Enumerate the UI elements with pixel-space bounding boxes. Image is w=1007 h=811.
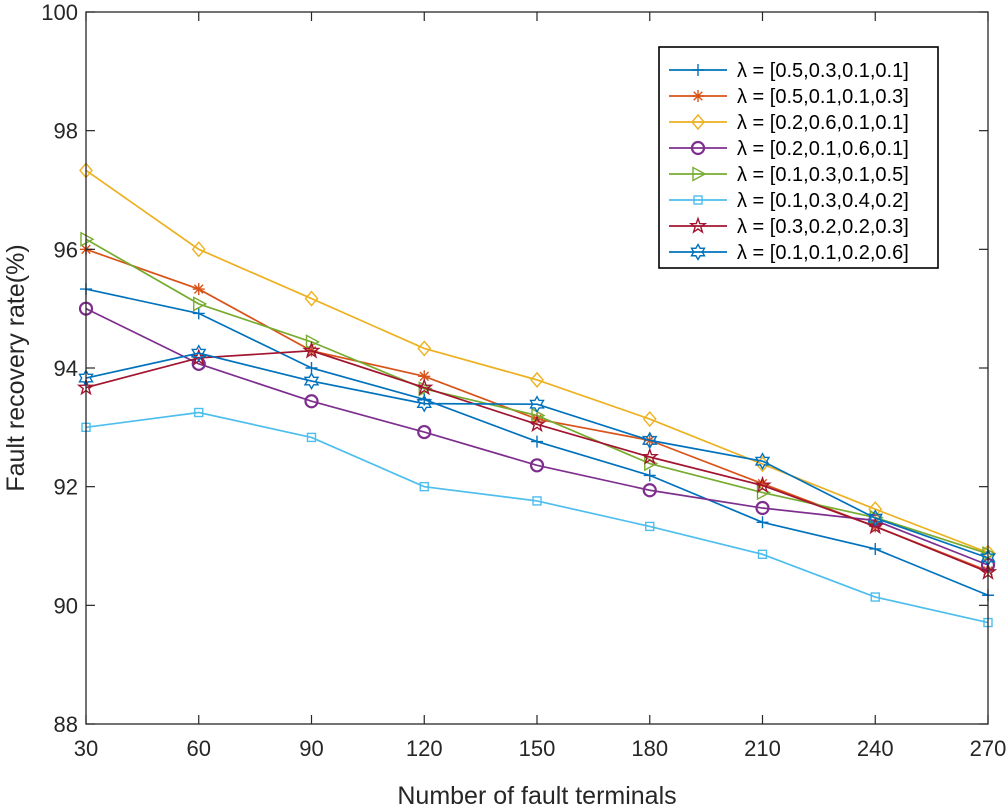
data-point-pentagram: [640, 447, 659, 465]
y-axis-ticks: 88 90 92 94 96 98 100: [41, 0, 988, 737]
legend-marker-circle: [690, 140, 706, 156]
y-axis-label: Fault recovery rate(%): [2, 244, 30, 491]
legend-entry: λ = [0.1,0.3,0.1,0.5]: [669, 164, 909, 186]
legend-marker-asterisk: [692, 90, 704, 102]
data-point-plus: [192, 307, 205, 320]
legend-label: λ = [0.1,0.3,0.4,0.2]: [737, 190, 909, 212]
legend-entry: λ = [0.5,0.3,0.1,0.1]: [669, 60, 909, 82]
data-point-hexagram: [303, 372, 320, 390]
legend-entry: λ = [0.3,0.2,0.2,0.3]: [669, 216, 909, 238]
y-tick-label: 100: [41, 0, 78, 25]
data-point-hexagram: [867, 509, 883, 528]
data-point-asterisk: [418, 370, 431, 383]
data-point-circle: [529, 458, 545, 473]
data-point-circle: [642, 483, 657, 498]
data-point-circle: [417, 424, 432, 440]
data-point-asterisk: [192, 283, 205, 296]
x-tick-label: 270: [970, 736, 1007, 761]
series-line: [85, 307, 989, 566]
legend-entry: λ = [0.2,0.1,0.6,0.1]: [669, 138, 909, 160]
legend-entry: λ = [0.1,0.3,0.4,0.2]: [669, 190, 909, 212]
data-point-plus: [869, 542, 882, 555]
y-tick-label: 96: [54, 237, 78, 262]
data-point-hexagram: [529, 395, 545, 414]
x-tick-label: 240: [857, 736, 894, 761]
legend-label: λ = [0.5,0.3,0.1,0.1]: [737, 60, 909, 82]
series-line: [85, 169, 989, 554]
legend-entry: λ = [0.1,0.1,0.2,0.6]: [669, 242, 909, 264]
data-point-diamond: [868, 501, 883, 518]
legend-box: [658, 46, 939, 269]
y-tick-label: 88: [54, 712, 78, 737]
data-point-diamond: [191, 241, 206, 258]
data-point-diamond: [530, 371, 544, 388]
data-point-square: [194, 407, 204, 418]
x-tick-label: 210: [744, 736, 781, 761]
y-tick-label: 90: [54, 593, 78, 618]
data-point-plus: [305, 362, 318, 374]
legend-marker-plus: [692, 64, 704, 76]
data-point-plus: [756, 516, 769, 529]
data-point-diamond: [304, 290, 319, 307]
legend-marker-pentagram: [688, 216, 708, 234]
x-tick-label: 180: [631, 736, 668, 761]
data-point-square: [870, 592, 880, 602]
x-axis-ticks: 30 60 90 120 150 180 210 240 270: [74, 12, 1007, 761]
data-point-pentagram: [866, 516, 885, 535]
series-line: [85, 352, 989, 559]
legend-marker-hexagram: [690, 243, 706, 261]
x-tick-label: 90: [299, 736, 323, 761]
legend-marker-triangle-right: [692, 166, 707, 182]
x-tick-label: 120: [406, 736, 443, 761]
legend-entry: λ = [0.5,0.1,0.1,0.3]: [669, 86, 909, 108]
x-tick-label: 30: [74, 736, 98, 761]
data-point-square: [757, 549, 768, 560]
data-point-pentagram: [527, 414, 547, 433]
data-point-asterisk: [756, 477, 769, 490]
x-tick-label: 60: [187, 736, 211, 761]
data-point-hexagram: [754, 452, 771, 471]
series-line: [85, 349, 989, 573]
x-tick-label: 150: [519, 736, 556, 761]
data-point-square: [419, 481, 429, 492]
series-line: [85, 411, 989, 624]
data-point-triangle-right: [193, 296, 208, 312]
data-point-plus: [643, 469, 656, 482]
data-point-pentagram: [302, 341, 321, 359]
legend-label: λ = [0.2,0.1,0.6,0.1]: [737, 138, 909, 160]
data-point-diamond: [642, 410, 657, 428]
series-layer: [76, 162, 998, 628]
legend-entry: λ = [0.2,0.6,0.1,0.1]: [669, 112, 909, 134]
data-point-square: [645, 521, 655, 532]
data-point-square: [532, 496, 542, 506]
legend-label: λ = [0.3,0.2,0.2,0.3]: [737, 216, 909, 238]
legend-label: λ = [0.1,0.3,0.1,0.5]: [737, 164, 909, 186]
data-point-hexagram: [642, 431, 658, 450]
data-point-triangle-right: [80, 231, 95, 247]
y-tick-label: 98: [54, 119, 78, 144]
data-point-circle: [755, 500, 770, 516]
legend-label: λ = [0.2,0.6,0.1,0.1]: [737, 112, 909, 134]
x-axis-label: Number of fault terminals: [397, 782, 676, 810]
legend-marker-diamond: [691, 113, 705, 131]
y-tick-label: 94: [54, 356, 78, 381]
data-point-square: [306, 432, 317, 443]
data-point-plus: [531, 435, 543, 448]
legend-label: λ = [0.5,0.1,0.1,0.3]: [737, 86, 909, 108]
data-point-circle: [304, 394, 319, 409]
data-point-diamond: [417, 340, 432, 357]
data-point-pentagram: [415, 377, 434, 396]
data-point-hexagram: [191, 344, 207, 363]
legend-label: λ = [0.1,0.1,0.2,0.6]: [737, 242, 909, 264]
legend-marker-square: [693, 195, 703, 205]
data-point-pentagram: [753, 475, 772, 494]
y-tick-label: 92: [54, 475, 78, 500]
data-point-hexagram: [416, 394, 432, 413]
legend: λ = [0.5,0.3,0.1,0.1] λ = [0.5,0.1,0.1,0.…: [658, 46, 939, 269]
